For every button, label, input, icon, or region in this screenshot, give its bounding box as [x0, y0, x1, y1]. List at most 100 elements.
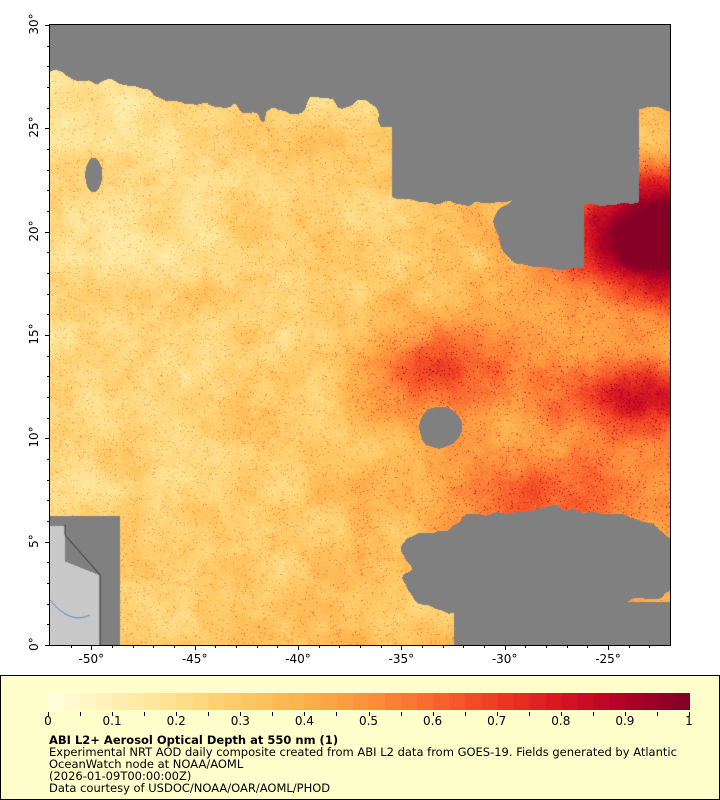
lat-minor-tick	[47, 479, 50, 481]
lon-minor-tick	[463, 645, 465, 648]
colorbar-tick	[496, 712, 498, 716]
colorbar-tick-label: 1	[685, 714, 693, 728]
lon-minor-tick	[484, 645, 485, 648]
legend-panel: 0 0.1 0.2 0.3 0.4 0.5 0.6 0.7 0.8 0.9 1 ABI L2+ Ae…	[0, 675, 720, 800]
lon-minor-tick	[422, 645, 423, 648]
lon-tick-label: -50°	[78, 652, 105, 666]
lat-minor-tick	[47, 417, 50, 419]
legend-description-2: OceanWatch node at NOAA/AOML	[49, 757, 244, 771]
lon-minor-tick	[174, 645, 175, 648]
lon-tick	[401, 645, 403, 650]
colorbar-tick	[144, 712, 146, 716]
lon-minor-tick	[277, 645, 279, 648]
lon-tick-label: -45°	[181, 652, 208, 666]
lat-minor-tick	[47, 562, 50, 564]
lon-minor-tick	[236, 645, 237, 648]
lon-tick	[91, 645, 93, 650]
lat-minor-tick	[47, 500, 50, 502]
lat-minor-tick	[47, 355, 50, 357]
lon-minor-tick	[649, 645, 651, 648]
lat-minor-tick	[47, 149, 50, 150]
lat-minor-tick	[47, 521, 50, 522]
colorbar-tick	[464, 712, 466, 716]
colorbar-tick	[48, 712, 49, 716]
lon-minor-tick	[380, 645, 382, 648]
colorbar-tick-label: 0.5	[358, 714, 379, 728]
lon-tick	[194, 645, 196, 650]
lon-tick-label: -25°	[595, 652, 621, 666]
legend-description-1: Experimental NRT AOD daily composite cre…	[49, 745, 677, 759]
lat-minor-tick	[47, 583, 50, 584]
lat-minor-tick	[47, 66, 50, 68]
lon-minor-tick	[546, 645, 547, 648]
lon-minor-tick	[70, 645, 72, 648]
lat-minor-tick	[47, 603, 50, 605]
colorbar-tick	[528, 712, 530, 716]
colorbar-tick	[304, 712, 306, 716]
lon-tick	[298, 645, 299, 650]
lat-minor-tick	[47, 314, 50, 316]
lat-minor-tick	[47, 45, 50, 47]
colorbar-tick-label: 0.9	[615, 714, 635, 728]
lon-tick	[608, 645, 609, 650]
colorbar-tick	[689, 712, 690, 716]
colorbar-tick	[560, 712, 562, 716]
lat-tick-label: 5°	[27, 533, 41, 548]
colorbar-tick	[80, 712, 82, 716]
lon-minor-tick	[132, 645, 134, 648]
lat-tick-label: 20°	[27, 220, 41, 242]
lat-tick	[45, 335, 50, 336]
lat-tick	[45, 231, 50, 233]
lon-minor-tick	[566, 645, 568, 648]
colorbar-tick	[272, 712, 274, 716]
lon-minor-tick	[339, 645, 341, 648]
lat-tick-label: 30°	[27, 13, 41, 35]
colorbar-tick-label: 0.3	[230, 714, 250, 728]
lat-minor-tick	[47, 87, 50, 88]
colorbar-tick	[336, 712, 338, 716]
lon-minor-tick	[153, 645, 155, 648]
lat-minor-tick	[47, 624, 50, 626]
colorbar-tick	[240, 712, 242, 716]
colorbar-tick-label: 0.7	[487, 714, 507, 728]
lat-tick	[45, 541, 50, 543]
colorbar-tick	[400, 712, 402, 716]
lon-tick-label: -40°	[285, 652, 311, 666]
aod-map	[49, 24, 671, 646]
lat-minor-tick	[47, 293, 50, 295]
colorbar-tick	[592, 712, 594, 716]
lat-minor-tick	[47, 190, 50, 192]
colorbar-tick-label: 0.6	[423, 714, 443, 728]
lat-tick	[45, 25, 50, 26]
colorbar-tick	[624, 712, 626, 716]
lon-minor-tick	[256, 645, 258, 648]
colorbar-tick	[656, 712, 658, 716]
legend-title: ABI L2+ Aerosol Optical Depth at 550 nm …	[49, 733, 339, 747]
lon-minor-tick	[525, 645, 527, 648]
legend-time: (2026-01-09T00:00:00Z)	[49, 769, 192, 783]
lon-minor-tick	[587, 645, 589, 648]
lat-tick	[45, 128, 50, 130]
lat-tick	[45, 438, 50, 440]
lat-minor-tick	[47, 169, 50, 171]
colorbar-tick	[176, 712, 178, 716]
colorbar	[48, 693, 690, 710]
colorbar-tick	[112, 712, 114, 716]
lat-minor-tick	[47, 459, 50, 460]
colorbar-tick-label: 0	[44, 714, 52, 728]
colorbar-tick-label: 0.8	[551, 714, 571, 728]
lon-tick-label: -30°	[491, 652, 518, 666]
lon-tick-label: -35°	[388, 652, 415, 666]
lat-minor-tick	[47, 273, 50, 274]
lat-tick-label: 25°	[27, 116, 41, 138]
lon-minor-tick	[442, 645, 444, 648]
lon-tick	[504, 645, 506, 650]
lat-minor-tick	[47, 376, 50, 378]
colorbar-tick	[368, 712, 370, 716]
lon-minor-tick	[360, 645, 361, 648]
colorbar-tick-label: 0.2	[166, 714, 186, 728]
lat-minor-tick	[47, 252, 50, 254]
lat-minor-tick	[47, 107, 50, 109]
legend-credit: Data courtesy of USDOC/NOAA/OAR/AOML/PHO…	[49, 781, 331, 795]
lat-tick-label: 0°	[27, 637, 41, 651]
